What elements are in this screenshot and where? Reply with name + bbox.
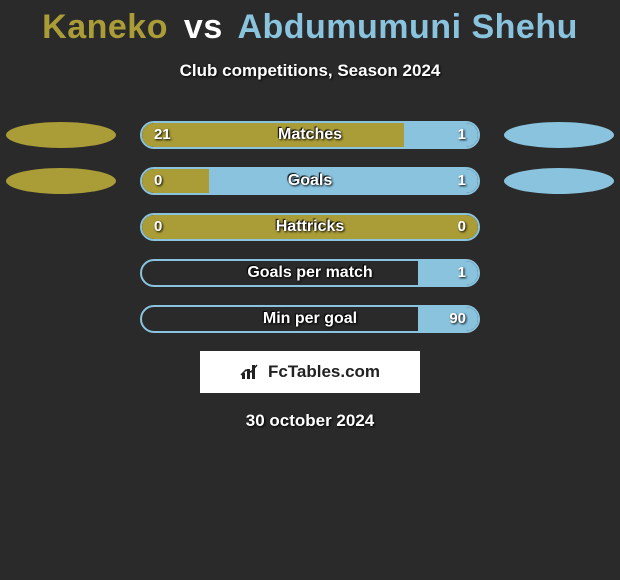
player1-bar-fill: [142, 123, 404, 147]
stat-row: 01Goals: [0, 167, 620, 195]
stat-bar: 211Matches: [140, 121, 480, 149]
player2-bar-fill: [209, 169, 478, 193]
stat-bar: 90Min per goal: [140, 305, 480, 333]
stat-bar: 01Goals: [140, 167, 480, 195]
player2-bar-fill: [404, 123, 478, 147]
stat-row: 90Min per goal: [0, 305, 620, 333]
stat-row: 1Goals per match: [0, 259, 620, 287]
stat-rows-container: 211Matches 01Goals 00Hattricks 1Goals per m…: [0, 121, 620, 333]
source-logo: FcTables.com: [200, 351, 420, 393]
stat-bar: 1Goals per match: [140, 259, 480, 287]
player1-marker: [6, 168, 116, 194]
vs-text: vs: [184, 8, 223, 46]
player2-bar-fill: [418, 307, 478, 331]
player1-marker: [6, 122, 116, 148]
player2-name: Abdumumuni Shehu: [237, 8, 577, 46]
player2-bar-fill: [418, 261, 478, 285]
date-text: 30 october 2024: [0, 411, 620, 431]
bar-chart-icon: [240, 363, 262, 381]
player1-bar-fill: [142, 169, 209, 193]
stat-row: 211Matches: [0, 121, 620, 149]
player1-value: [142, 307, 166, 331]
subtitle: Club competitions, Season 2024: [0, 61, 620, 81]
stat-row: 00Hattricks: [0, 213, 620, 241]
player1-name: Kaneko: [42, 8, 168, 46]
player1-bar-fill: [142, 215, 478, 239]
comparison-title: Kaneko vs Abdumumuni Shehu: [0, 0, 620, 47]
logo-text: FcTables.com: [268, 362, 380, 382]
stat-bar: 00Hattricks: [140, 213, 480, 241]
player1-value: [142, 261, 166, 285]
player2-marker: [504, 122, 614, 148]
player2-marker: [504, 168, 614, 194]
